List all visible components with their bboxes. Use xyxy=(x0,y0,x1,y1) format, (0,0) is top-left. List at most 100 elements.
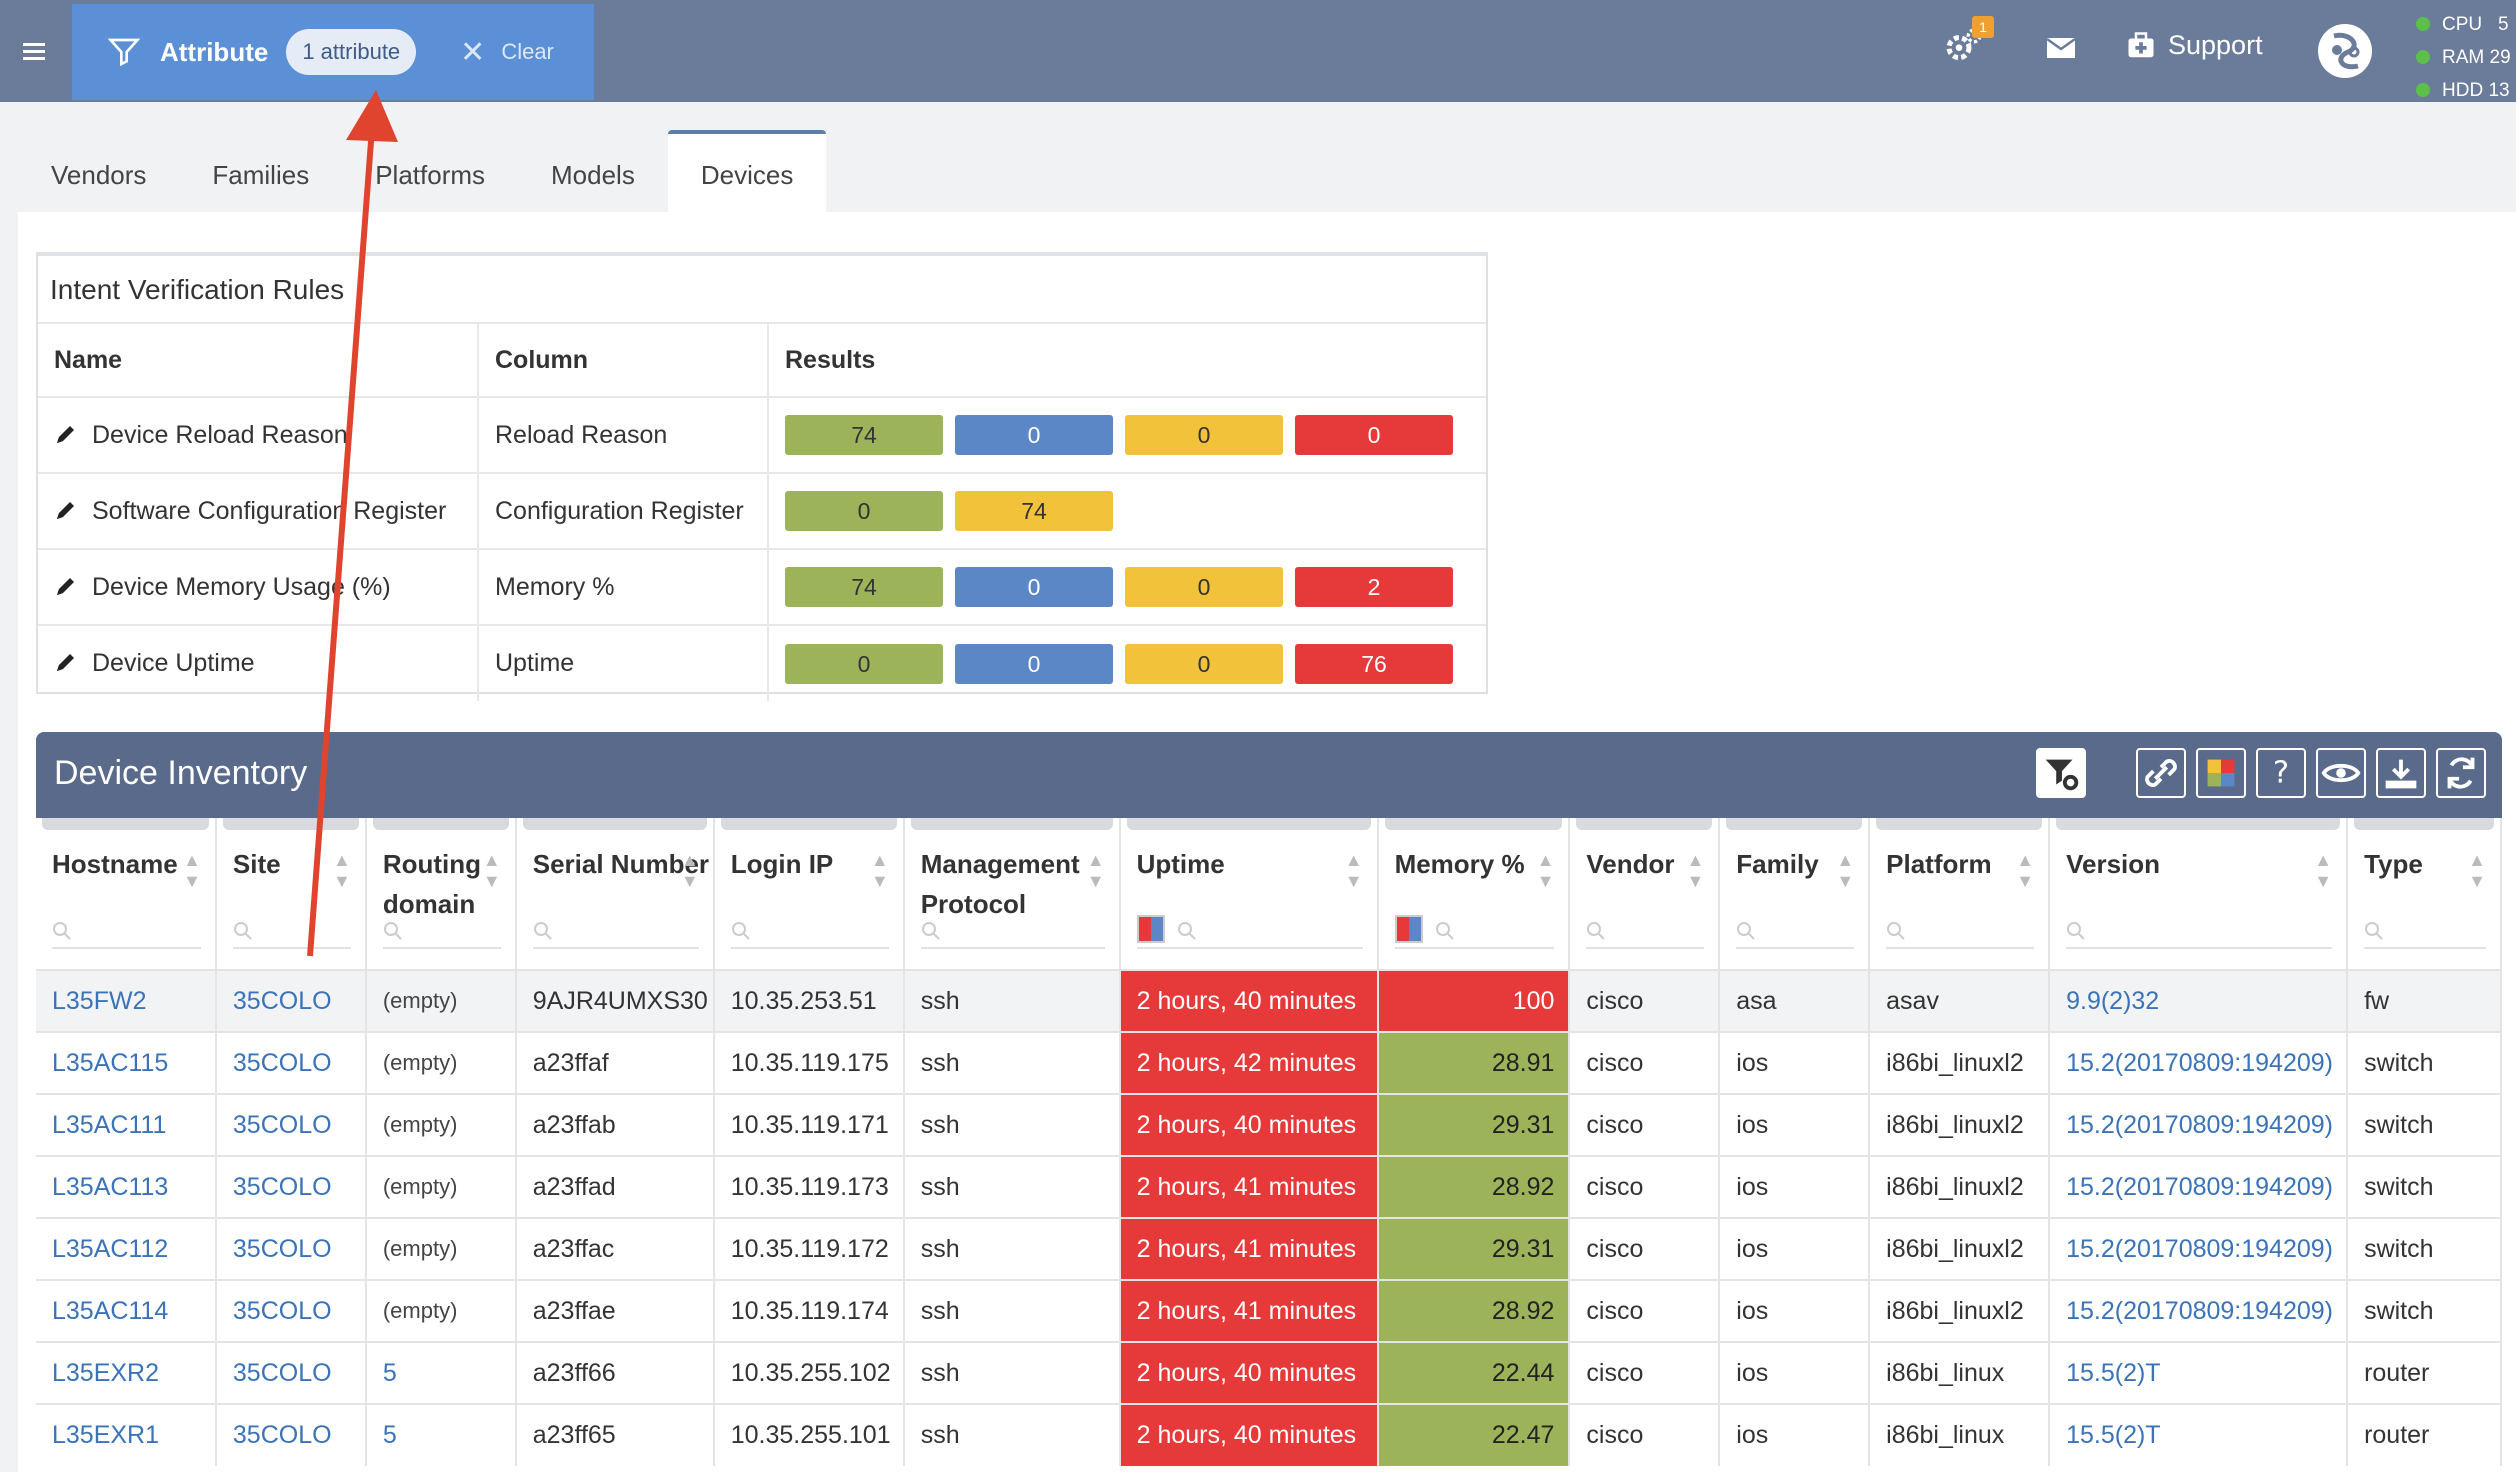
table-row[interactable]: L35AC112 35COLO (empty) a23ffac 10.35.119.17… xyxy=(36,1217,2502,1280)
download-button[interactable] xyxy=(2376,748,2426,798)
result-badge[interactable]: 0 xyxy=(785,491,943,531)
version-cell[interactable]: 15.2(20170809:194209) xyxy=(2049,1155,2349,1218)
version-cell[interactable]: 15.2(20170809:194209) xyxy=(2049,1279,2349,1342)
clear-filter-button[interactable]: Clear xyxy=(501,39,554,64)
table-row[interactable]: L35FW2 35COLO (empty) 9AJR4UMXS30 10.35.253.… xyxy=(36,969,2502,1032)
column-filter-input[interactable] xyxy=(1736,913,1855,949)
column-header[interactable]: Family ▲ ▼ xyxy=(1719,818,1871,970)
column-resize-handle[interactable] xyxy=(2056,818,2341,830)
settings-button[interactable]: 1 xyxy=(1942,16,1994,74)
table-row[interactable]: L35AC113 35COLO (empty) a23ffad 10.35.119.17… xyxy=(36,1155,2502,1218)
column-filter-input[interactable] xyxy=(920,913,1105,949)
hostname-cell[interactable]: L35EXR1 xyxy=(36,1403,217,1466)
color-filter-icon[interactable] xyxy=(1394,915,1423,943)
column-resize-handle[interactable] xyxy=(1126,818,1371,830)
column-filter-input[interactable] xyxy=(52,913,201,949)
column-filter-input[interactable] xyxy=(1394,913,1555,949)
version-cell[interactable]: 15.2(20170809:194209) xyxy=(2049,1217,2349,1280)
result-badge[interactable]: 0 xyxy=(1125,415,1283,455)
column-header[interactable]: Login IP ▲ ▼ xyxy=(713,818,905,970)
hostname-cell[interactable]: L35AC111 xyxy=(36,1093,217,1156)
sort-icon[interactable]: ▲ ▼ xyxy=(1344,850,1363,891)
column-header[interactable]: Vendor ▲ ▼ xyxy=(1569,818,1721,970)
result-badge[interactable]: 0 xyxy=(955,643,1113,684)
table-row[interactable]: L35AC111 35COLO (empty) a23ffab 10.35.119.17… xyxy=(36,1093,2502,1156)
sort-icon[interactable]: ▲ ▼ xyxy=(2314,850,2333,891)
column-header[interactable]: Hostname ▲ ▼ xyxy=(36,818,217,970)
column-filter-input[interactable] xyxy=(1586,913,1705,949)
result-badge[interactable]: 76 xyxy=(1295,643,1453,684)
sort-icon[interactable]: ▲ ▼ xyxy=(2016,850,2035,891)
result-badge[interactable]: 0 xyxy=(1295,415,1453,455)
pencil-icon[interactable] xyxy=(54,498,78,522)
column-resize-handle[interactable] xyxy=(222,818,359,830)
sort-icon[interactable]: ▲ ▼ xyxy=(1686,850,1705,891)
support-button[interactable]: Support xyxy=(2126,30,2263,61)
column-resize-handle[interactable] xyxy=(1576,818,1713,830)
sort-icon[interactable]: ▲ ▼ xyxy=(2468,850,2486,891)
clear-icon[interactable]: ✕ xyxy=(460,35,486,69)
column-header[interactable]: Uptime ▲ ▼ xyxy=(1119,818,1379,970)
sort-icon[interactable]: ▲ ▼ xyxy=(680,850,699,891)
column-resize-handle[interactable] xyxy=(1726,818,1863,830)
column-header[interactable]: Platform ▲ ▼ xyxy=(1869,818,2051,970)
column-filter-input[interactable] xyxy=(2066,913,2333,949)
column-resize-handle[interactable] xyxy=(1384,818,1563,830)
column-resize-handle[interactable] xyxy=(1876,818,2043,830)
column-header[interactable]: Site ▲ ▼ xyxy=(215,818,367,970)
hostname-cell[interactable]: L35AC113 xyxy=(36,1155,217,1218)
help-button[interactable]: ? xyxy=(2256,748,2306,798)
tab-vendors[interactable]: Vendors xyxy=(51,160,147,190)
table-row[interactable]: L35EXR1 35COLO 5 a23ff65 10.35.255.101 ssh 2 h… xyxy=(36,1403,2502,1466)
column-header[interactable]: Memory % ▲ ▼ xyxy=(1377,818,1571,970)
site-cell[interactable]: 35COLO xyxy=(215,1279,367,1342)
column-header[interactable]: Routing domain ▲ ▼ xyxy=(365,818,517,970)
attribute-filter-bar[interactable]: Attribute 1 attribute ✕ Clear xyxy=(72,4,594,100)
hostname-cell[interactable]: L35FW2 xyxy=(36,969,217,1032)
hostname-cell[interactable]: L35EXR2 xyxy=(36,1341,217,1404)
sort-icon[interactable]: ▲ ▼ xyxy=(333,850,351,891)
pencil-icon[interactable] xyxy=(54,650,78,674)
pencil-icon[interactable] xyxy=(54,422,78,446)
column-resize-handle[interactable] xyxy=(720,818,897,830)
tab-devices[interactable]: Devices xyxy=(667,130,827,212)
result-badge[interactable]: 2 xyxy=(1295,567,1453,607)
column-filter-input[interactable] xyxy=(532,913,699,949)
tab-families[interactable]: Families xyxy=(212,160,310,190)
sort-icon[interactable]: ▲ ▼ xyxy=(870,850,889,891)
tab-models[interactable]: Models xyxy=(551,160,635,190)
hostname-cell[interactable]: L35AC114 xyxy=(36,1279,217,1342)
result-badge[interactable]: 0 xyxy=(1125,643,1283,684)
version-cell[interactable]: 15.5(2)T xyxy=(2049,1403,2349,1466)
routing-cell[interactable]: 5 xyxy=(365,1403,517,1466)
sort-icon[interactable]: ▲ ▼ xyxy=(1836,850,1855,891)
column-filter-input[interactable] xyxy=(232,913,351,949)
result-badge[interactable]: 74 xyxy=(785,415,943,455)
column-resize-handle[interactable] xyxy=(42,818,209,830)
column-filter-input[interactable] xyxy=(1886,913,2035,949)
site-cell[interactable]: 35COLO xyxy=(215,1403,367,1466)
site-cell[interactable]: 35COLO xyxy=(215,1155,367,1218)
table-row[interactable]: L35AC114 35COLO (empty) a23ffae 10.35.119.17… xyxy=(36,1279,2502,1342)
result-badge[interactable]: 0 xyxy=(955,415,1113,455)
filter-settings-button[interactable] xyxy=(2036,748,2086,798)
version-cell[interactable]: 15.2(20170809:194209) xyxy=(2049,1093,2349,1156)
table-row[interactable]: L35AC115 35COLO (empty) a23ffaf 10.35.119.17… xyxy=(36,1031,2502,1094)
hostname-cell[interactable]: L35AC112 xyxy=(36,1217,217,1280)
hostname-cell[interactable]: L35AC115 xyxy=(36,1031,217,1094)
menu-button[interactable] xyxy=(0,0,68,102)
sort-icon[interactable]: ▲ ▼ xyxy=(183,850,201,891)
visibility-button[interactable] xyxy=(2316,748,2366,798)
messages-button[interactable] xyxy=(2046,36,2076,65)
routing-cell[interactable]: 5 xyxy=(365,1341,517,1404)
column-filter-input[interactable] xyxy=(2364,913,2486,949)
result-badge[interactable]: 0 xyxy=(955,567,1113,607)
sort-icon[interactable]: ▲ ▼ xyxy=(1536,850,1555,891)
column-filter-input[interactable] xyxy=(730,913,889,949)
column-header[interactable]: Version ▲ ▼ xyxy=(2049,818,2349,970)
version-cell[interactable]: 9.9(2)32 xyxy=(2049,969,2349,1032)
sort-icon[interactable]: ▲ ▼ xyxy=(482,850,501,891)
version-cell[interactable]: 15.5(2)T xyxy=(2049,1341,2349,1404)
column-header[interactable]: Serial Number ▲ ▼ xyxy=(515,818,715,970)
sort-icon[interactable]: ▲ ▼ xyxy=(1086,850,1105,891)
